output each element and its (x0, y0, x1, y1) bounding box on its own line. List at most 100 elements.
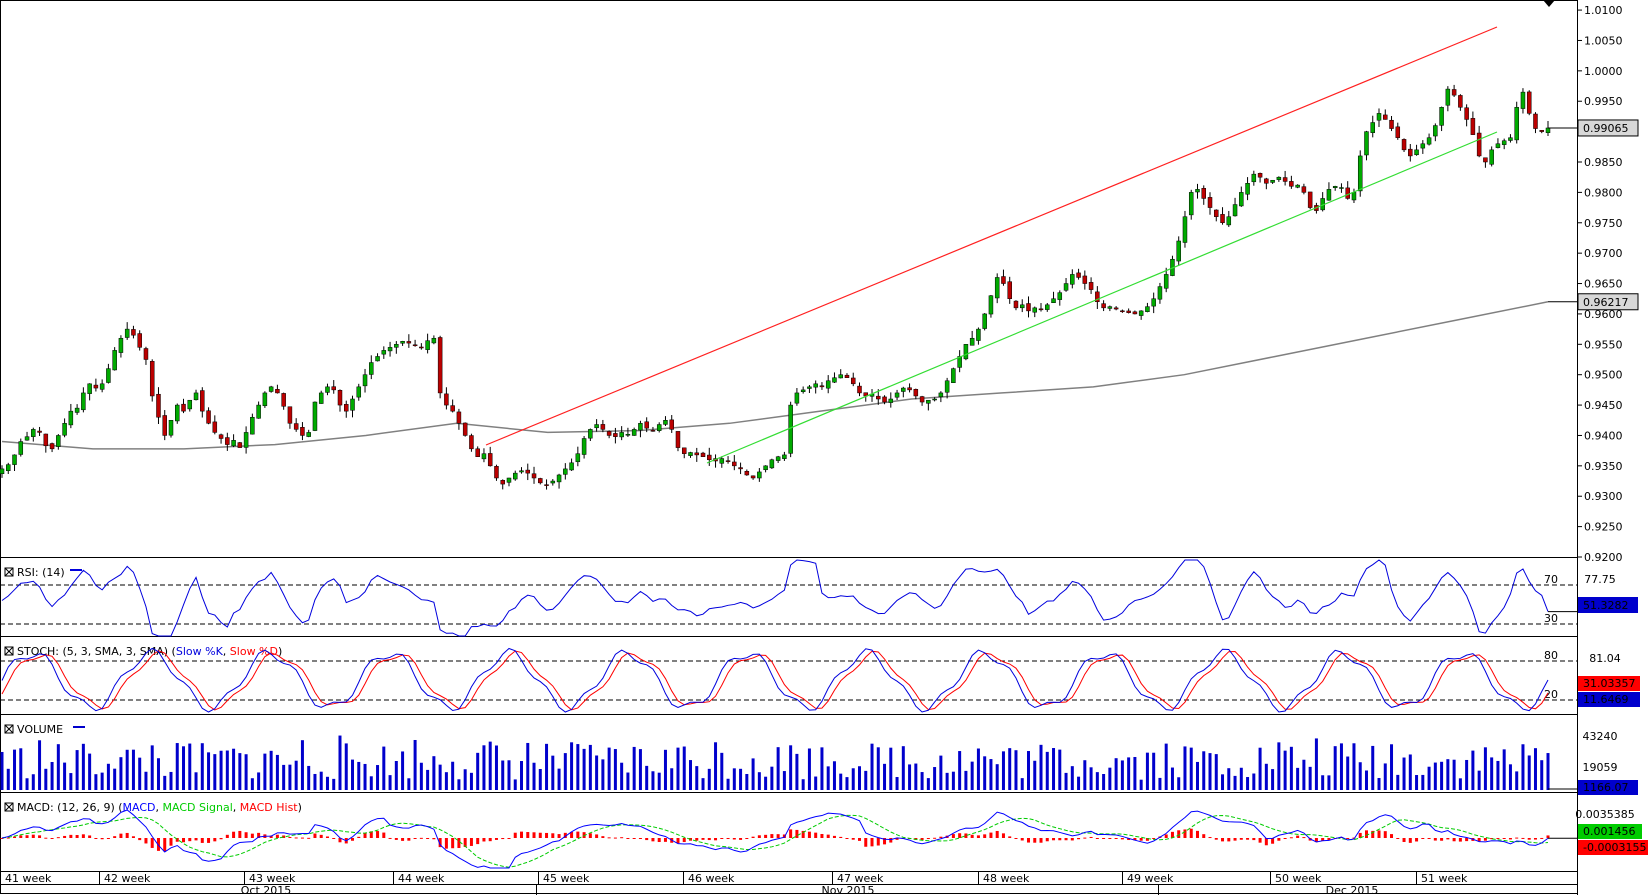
candle-body (1408, 148, 1413, 157)
macd-hist-bar (1039, 838, 1043, 843)
candle-body (919, 396, 925, 403)
candle-body (782, 454, 787, 459)
macd-hist-bar (964, 833, 968, 838)
macd-hist-bar (1233, 838, 1237, 841)
candle-body (1332, 186, 1338, 189)
candle-body (613, 433, 618, 437)
macd-hist-bar (1114, 838, 1118, 839)
scroll-marker-icon[interactable] (1543, 0, 1555, 7)
candle-body (331, 386, 336, 391)
volume-bar (376, 765, 380, 790)
volume-bar (81, 743, 85, 790)
candle-body (1188, 192, 1194, 216)
macd-hist-bar (444, 838, 448, 849)
candle-body (168, 420, 174, 436)
candle-body (882, 396, 887, 403)
price-tick-label: 0.9450 (1584, 399, 1623, 412)
volume-bar (213, 754, 217, 790)
candle-body (394, 344, 399, 348)
volume-bar (232, 748, 236, 790)
macd-hist-bar (588, 833, 592, 838)
volume-bar (1421, 774, 1425, 790)
volume-bar (1020, 778, 1024, 790)
volume-bar (1001, 751, 1005, 790)
macd-hist-bar (645, 838, 649, 841)
macd-hist-bar (1446, 838, 1450, 840)
candle-body (963, 344, 969, 360)
price-tick-label: 0.9800 (1584, 186, 1623, 199)
candle-body (1276, 176, 1282, 180)
candle-body (381, 350, 387, 355)
macd-hist-bar (163, 838, 167, 852)
volume-bar (638, 749, 642, 790)
panel-title-part: MACD (123, 801, 156, 814)
volume-bar (100, 772, 104, 790)
candle-body (137, 333, 142, 348)
rsi-panel: RSI: (14) 70 30 77.75 51.3282 (0, 559, 1638, 637)
panel-title-part: , (156, 801, 163, 814)
volume-bar (776, 747, 780, 790)
macd-hist-bar (275, 834, 279, 838)
macd-hist-bar (194, 838, 198, 841)
volume-bar (244, 754, 248, 790)
macd-hist-bar (1540, 837, 1544, 839)
macd-hist-bar (714, 838, 718, 841)
week-label: 51 week (1421, 872, 1468, 885)
macd-hist-bar (726, 838, 730, 839)
candle-body (1476, 132, 1482, 157)
macd-hist-bar (532, 832, 536, 838)
macd-hist-bar (839, 836, 843, 838)
macd-hist-bar (1390, 834, 1394, 838)
volume-bar (1208, 753, 1212, 790)
candle-body (419, 346, 424, 349)
macd-hist-bar (976, 835, 980, 838)
candle-body (6, 464, 11, 472)
volume-bar (1352, 743, 1356, 790)
candle-body (994, 277, 1000, 299)
week-label: 46 week (688, 872, 735, 885)
candle-body (1057, 292, 1063, 300)
volume-bar (851, 768, 855, 790)
volume-bar (682, 746, 686, 790)
macd-hist-bar (13, 836, 17, 838)
panel-title-part: ) (278, 645, 282, 658)
volume-bar (1189, 747, 1193, 790)
candle-body (1101, 303, 1106, 309)
candle-body (1138, 310, 1144, 316)
volume-bar (275, 754, 279, 790)
volume-bar (207, 752, 211, 790)
volume-bar (695, 766, 699, 790)
macd-hist-bar (582, 832, 586, 838)
macd-hist-bar (807, 831, 811, 838)
candle-body (275, 389, 280, 394)
candle-body (1201, 188, 1206, 199)
macd-hist-bar (989, 832, 993, 838)
candle-body (162, 415, 167, 436)
macd-hist-bar (1465, 838, 1469, 842)
candle-body (1301, 186, 1307, 193)
volume-bar (31, 774, 35, 790)
candle-body (707, 454, 712, 461)
volume-bar (538, 769, 542, 790)
macd-hist-bar (1246, 838, 1250, 840)
candle-body (976, 328, 981, 341)
panel-title: VOLUME (17, 723, 63, 736)
candle-body (631, 429, 637, 436)
candle-body (106, 368, 111, 383)
candle-body (1232, 204, 1238, 217)
macd-value-box (1578, 824, 1642, 839)
trend-channel (485, 26, 1498, 464)
stoch-level-label: 80 (1544, 649, 1558, 662)
price-tick-label: 0.9700 (1584, 247, 1623, 260)
candle-body (200, 390, 205, 412)
macd-hist-bar (257, 832, 261, 838)
volume-bar (38, 740, 42, 790)
candle-body (1220, 214, 1225, 224)
macd-hist-bar (1064, 838, 1068, 841)
candle-body (475, 448, 480, 457)
candle-body (531, 473, 537, 479)
macd-hist-bar (832, 835, 836, 838)
volume-bar (363, 763, 367, 790)
candle-body (225, 437, 230, 445)
candle-body (1339, 187, 1344, 189)
